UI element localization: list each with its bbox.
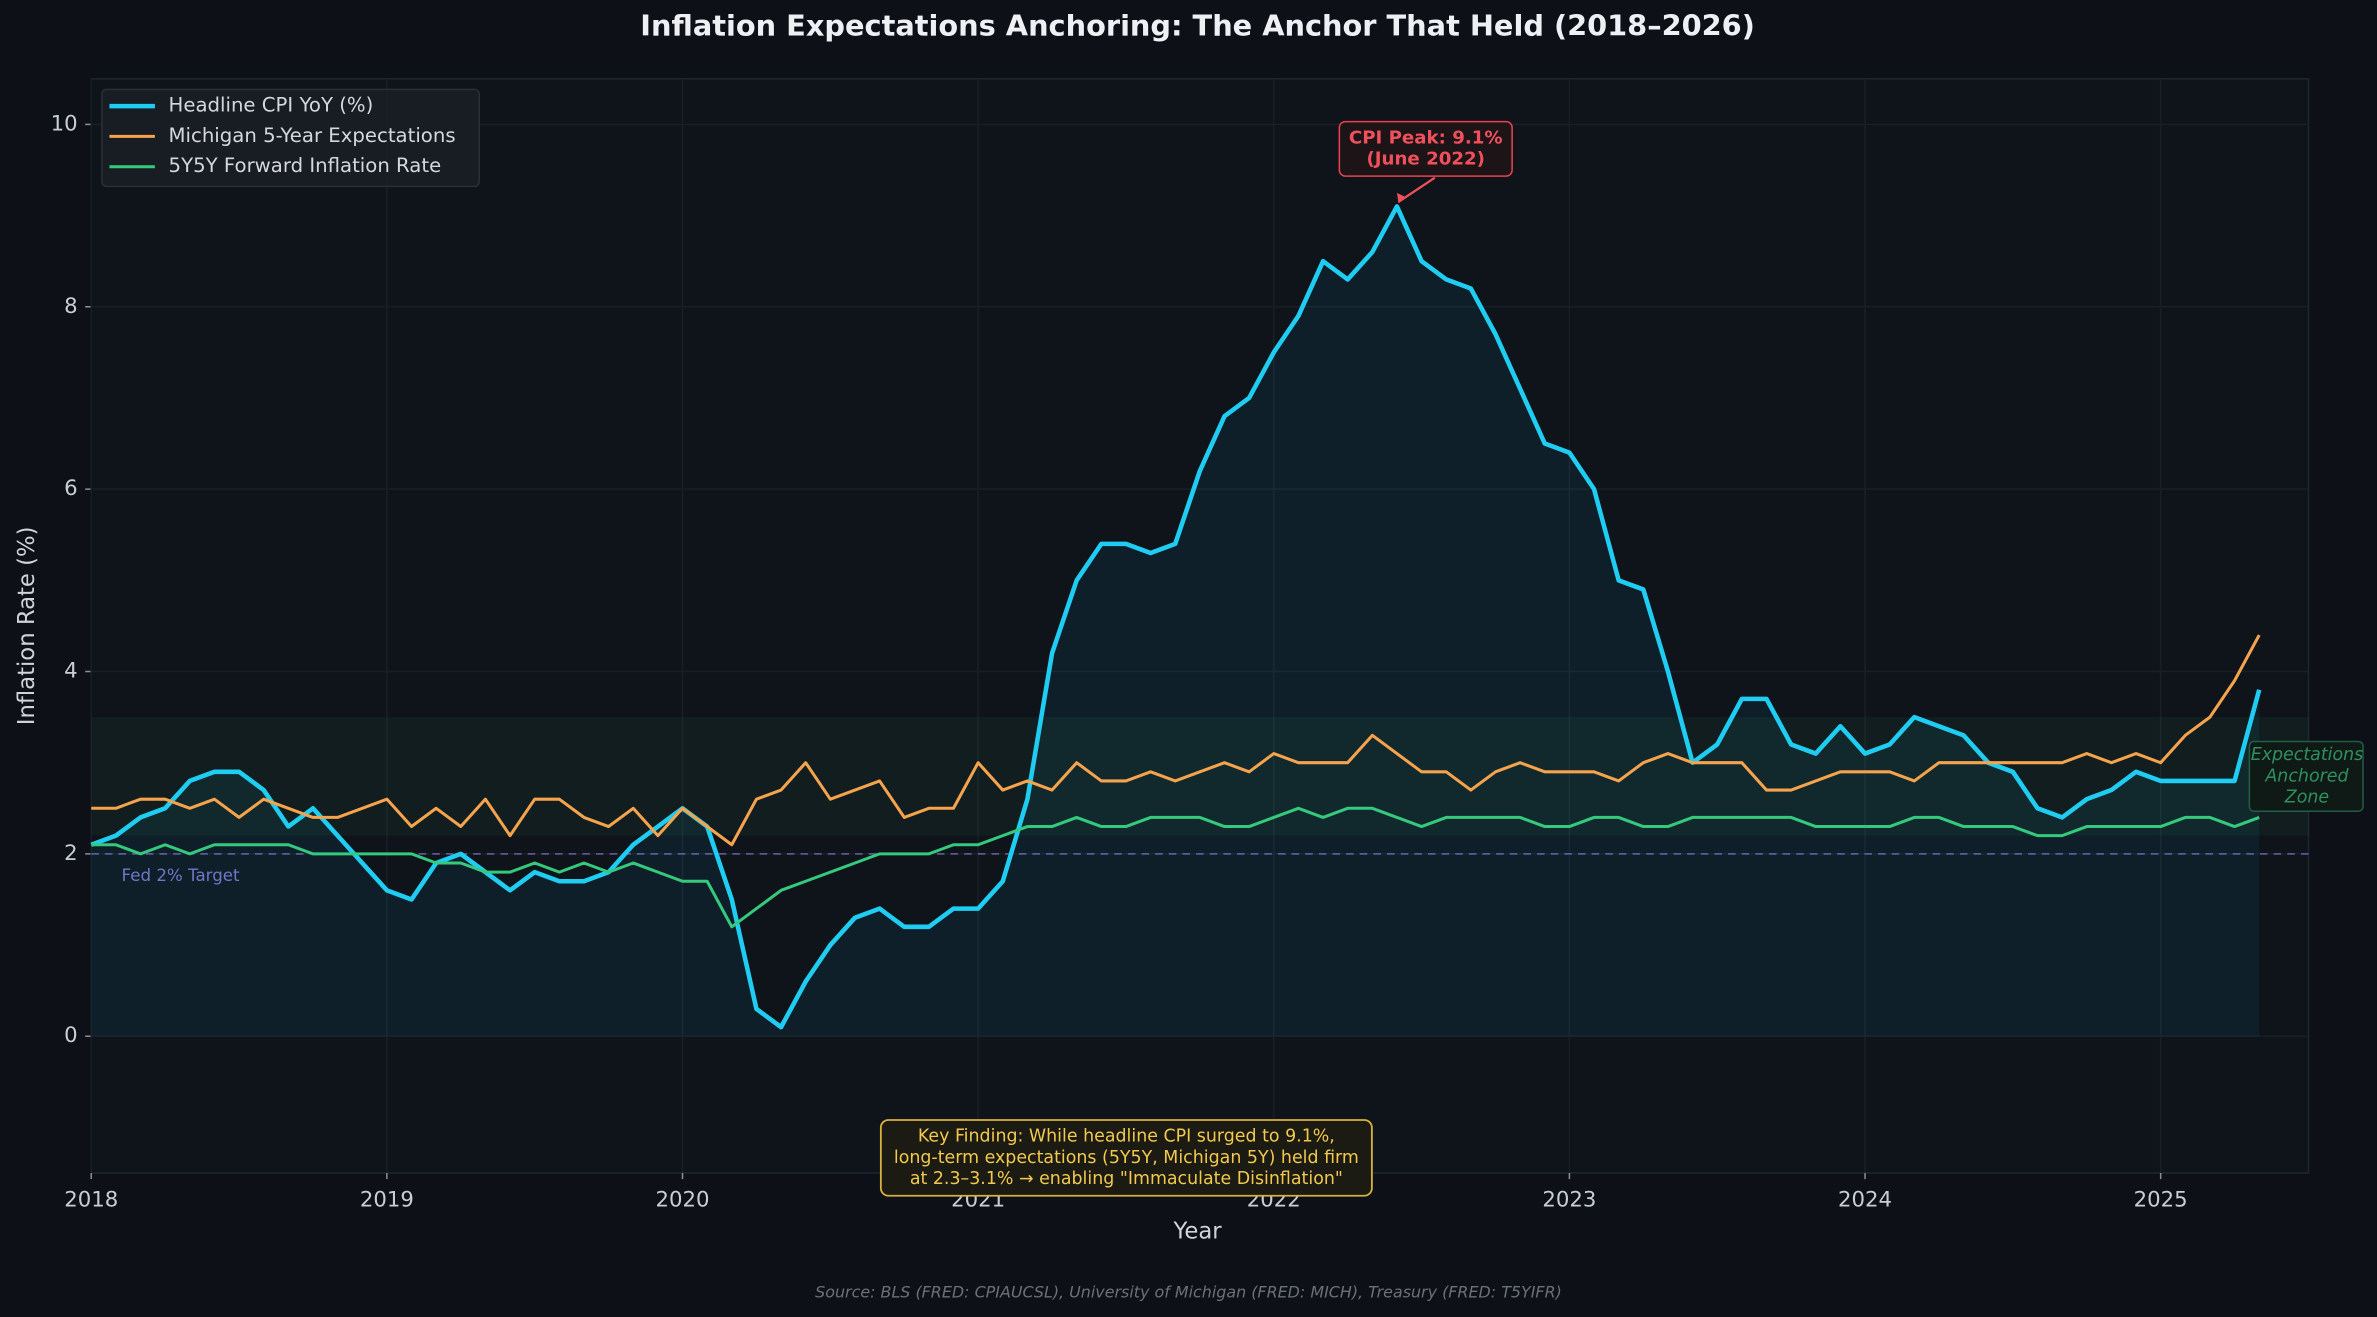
- zone-label: Expectations Anchored Zone: [2251, 745, 2364, 807]
- series-line: [91, 634, 2261, 847]
- x-tick-label: 2020: [656, 1187, 710, 1212]
- x-tick-label: 2019: [360, 1187, 414, 1212]
- target-label: Fed 2% Target: [122, 866, 240, 885]
- y-tick-label: 0: [64, 1023, 78, 1048]
- key-finding-line: at 2.3–3.1% → enabling "Immaculate Disin…: [910, 1169, 1343, 1189]
- annotation-line: CPI Peak: 9.1%: [1349, 127, 1503, 148]
- annotation-box: [1338, 120, 1513, 177]
- legend-label: Michigan 5-Year Expectations: [169, 124, 456, 147]
- x-tick-label: 2023: [1542, 1187, 1596, 1212]
- key-finding-line: Key Finding: While headline CPI surged t…: [918, 1127, 1335, 1147]
- series-area: [91, 206, 2260, 1037]
- y-tick-label: 4: [64, 659, 78, 684]
- y-tick-label: 2: [64, 841, 78, 866]
- chart-title: Inflation Expectations Anchoring: The An…: [640, 8, 1755, 42]
- key-finding-box: [879, 1119, 1373, 1197]
- peak-annotation: CPI Peak: 9.1% (June 2022): [1349, 127, 1503, 169]
- x-axis-label: Year: [1173, 1219, 1223, 1245]
- annotation-line: (June 2022): [1367, 148, 1485, 169]
- legend-box: [101, 88, 480, 188]
- legend: Headline CPI YoY (%) Michigan 5-Year Expe…: [101, 88, 480, 188]
- zone-label-line: Expectations: [2251, 745, 2364, 765]
- y-axis-label: Inflation Rate (%): [14, 527, 40, 726]
- zone-label-line: Anchored: [2264, 766, 2349, 786]
- annotation-arrowhead: [1396, 192, 1407, 204]
- x-tick-label: 2025: [2134, 1187, 2188, 1212]
- legend-label: 5Y5Y Forward Inflation Rate: [169, 154, 442, 177]
- y-tick-label: 8: [64, 294, 78, 319]
- legend-label: Headline CPI YoY (%): [169, 94, 374, 117]
- y-tick-label: 10: [51, 111, 78, 136]
- series-line: [91, 806, 2260, 929]
- x-tick-label: 2018: [64, 1187, 118, 1212]
- y-tick-label: 6: [64, 476, 78, 501]
- zone-label-line: Zone: [2284, 788, 2329, 808]
- series-line: [90, 204, 2262, 1030]
- source-note: Source: BLS (FRED: CPIAUCSL), University…: [815, 1282, 1562, 1301]
- key-finding-line: long-term expectations (5Y5Y, Michigan 5…: [894, 1148, 1359, 1168]
- plot-area: [90, 78, 2310, 1174]
- x-tick-label: 2024: [1838, 1187, 1892, 1212]
- key-finding: Key Finding: While headline CPI surged t…: [894, 1127, 1359, 1189]
- zone-label-box: [2248, 740, 2364, 812]
- anchored-zone: [91, 717, 2309, 836]
